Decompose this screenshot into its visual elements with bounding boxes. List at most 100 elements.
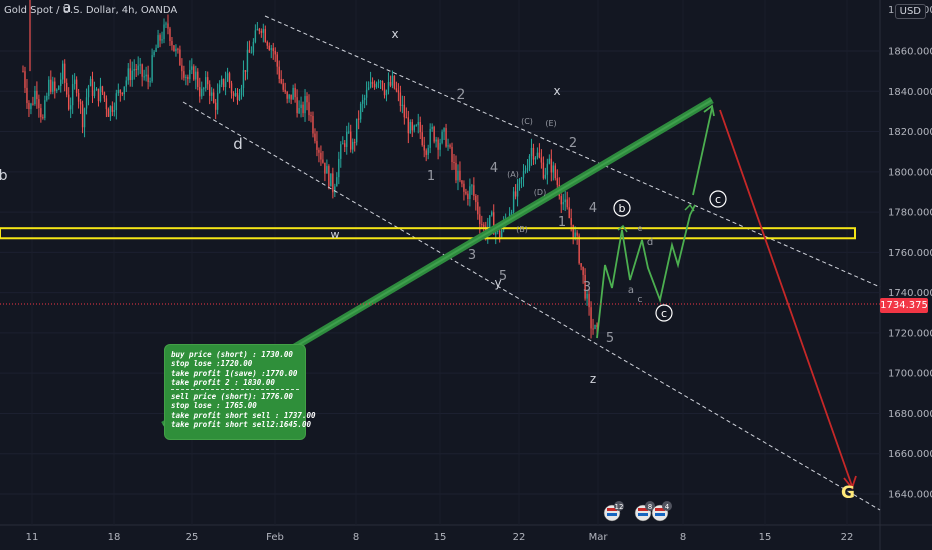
candle-body (22, 71, 24, 73)
candle-body (399, 92, 402, 106)
candle-body (26, 87, 28, 104)
candle-body (52, 81, 54, 92)
candle-body (536, 152, 539, 158)
note-line: take profit 2 : 1830.00 (171, 377, 275, 387)
candle-body (447, 145, 449, 147)
candle-body (115, 93, 118, 111)
candle-body (550, 158, 553, 173)
candle-body (240, 87, 243, 96)
candle-body (493, 212, 495, 235)
candle-body (312, 116, 314, 134)
candle-body (234, 93, 237, 96)
candle-body (375, 83, 378, 88)
event-count: 4 (665, 503, 670, 511)
candle-body (564, 199, 566, 203)
candle-body (421, 132, 423, 146)
candle-body (546, 163, 549, 175)
candle-body (262, 29, 265, 33)
note-line: take profit short sell : 1737.00 (171, 410, 316, 420)
candle-body (230, 83, 233, 94)
candle-body (584, 274, 586, 299)
candle-body (147, 74, 149, 83)
wave-label: w (331, 228, 340, 241)
wave-label-circled: c (661, 307, 667, 320)
candle-body (316, 141, 318, 150)
candle-body (99, 86, 102, 102)
candle-body (318, 149, 320, 153)
candle-body (175, 48, 177, 52)
wave-label: 3 (468, 248, 476, 263)
candle-body (439, 142, 441, 150)
candle-body (322, 159, 324, 163)
candle-body (75, 79, 78, 93)
candle-body (510, 211, 513, 214)
candle-body (38, 99, 40, 109)
candle-body (216, 92, 219, 110)
candle-body (361, 100, 364, 104)
candle-body (292, 87, 294, 100)
candle-body (397, 90, 400, 93)
candle-body (109, 106, 112, 117)
candle-body (181, 65, 183, 72)
candle-body (538, 152, 541, 158)
candle-body (199, 87, 201, 97)
candle-body (467, 193, 469, 200)
candle-body (232, 93, 235, 96)
candle-body (62, 63, 64, 80)
wave-label-circled: b (619, 202, 626, 215)
note-line: take profit short sell2:1645.00 (171, 420, 311, 430)
candle-body (123, 86, 125, 95)
candle-body (60, 79, 62, 87)
wave-label: 1 (427, 169, 435, 184)
arrow-head (617, 224, 628, 233)
candle-body (36, 90, 38, 100)
candle-body (592, 328, 594, 330)
candle-body (594, 324, 596, 329)
candle-body (268, 45, 270, 50)
note-line: sell price (short): 1776.00 (171, 392, 293, 402)
support-zone (0, 227, 856, 240)
candle-body (413, 125, 415, 131)
candle-body (143, 76, 145, 78)
candle-body (89, 78, 92, 87)
time-axis: 11 18 25 Feb 8 15 22 Mar 8 15 22 (26, 532, 854, 543)
candle-body (449, 145, 451, 147)
candle-body (250, 52, 253, 54)
wave-label: (A) (507, 170, 519, 179)
candle-body (365, 89, 368, 98)
arrow-head (684, 203, 695, 212)
candle-body (371, 81, 374, 84)
candle-body (542, 162, 545, 179)
candle-body (264, 29, 267, 42)
currency-button[interactable]: USD (894, 4, 926, 19)
wave-label: (D) (534, 188, 546, 197)
wave-label: (B) (516, 225, 528, 234)
candle-body (236, 93, 239, 101)
candle-body (373, 83, 376, 88)
x-tick-label: 18 (108, 532, 121, 543)
candle-body (391, 75, 394, 86)
candle-body (314, 133, 316, 142)
wave-label: 2 (457, 87, 466, 103)
x-tick-label: 8 (353, 532, 359, 543)
event-flag-icon (607, 508, 617, 511)
candle-body (524, 170, 527, 172)
candle-body (352, 141, 354, 150)
candle-body (101, 86, 104, 93)
candle-body (165, 23, 167, 25)
candle-body (433, 126, 435, 142)
candle-body (294, 87, 296, 98)
candle-body (280, 78, 282, 84)
candle-body (127, 68, 129, 81)
candle-body (516, 183, 519, 197)
candle-body (520, 177, 523, 180)
wave-label: 2 (569, 136, 577, 151)
candle-body (377, 82, 380, 84)
wave-label: d (233, 135, 243, 153)
candle-body (367, 87, 370, 90)
candle-body (401, 104, 404, 106)
candle-body (129, 68, 131, 80)
wave-labels: abdxxwyz12345(A)(B)(C)(D)(E)21345acdbcce… (0, 0, 855, 522)
candles (22, 0, 598, 339)
